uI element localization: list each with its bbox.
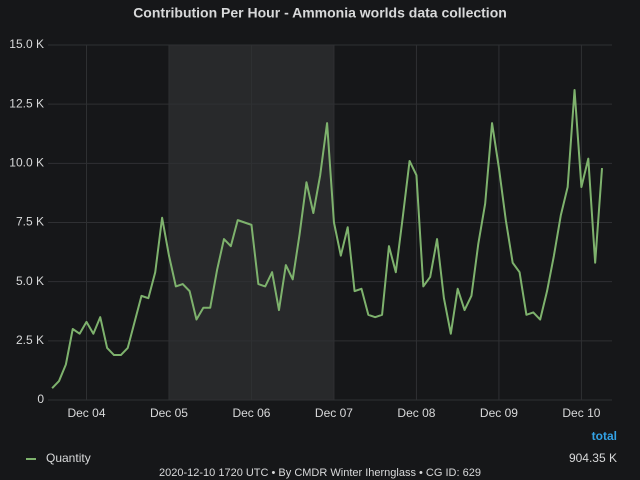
x-tick-label: Dec 07	[315, 406, 353, 420]
x-tick-label: Dec 04	[67, 406, 105, 420]
footer: 2020-12-10 1720 UTC • By CMDR Winter Ihe…	[159, 467, 481, 479]
y-tick-label: 7.5 K	[16, 215, 44, 229]
y-tick-label: 0	[37, 392, 44, 406]
x-tick-label: Dec 08	[397, 406, 435, 420]
x-tick-label: Dec 10	[562, 406, 600, 420]
legend-label: Quantity	[46, 451, 91, 465]
data-line	[51, 88, 604, 389]
chart-title: Contribution Per Hour - Ammonia worlds d…	[133, 5, 507, 21]
y-tick-label: 12.5 K	[9, 96, 44, 110]
x-tick-label: Dec 05	[150, 406, 188, 420]
y-tick-label: 2.5 K	[16, 333, 44, 347]
legend-total-header: total	[592, 429, 617, 443]
y-tick-label: 10.0 K	[9, 156, 44, 170]
legend-total-value: 904.35 K	[569, 451, 617, 465]
x-tick-label: Dec 06	[232, 406, 270, 420]
x-tick-label: Dec 09	[480, 406, 518, 420]
y-tick-label: 5.0 K	[16, 274, 44, 288]
y-tick-label: 15.0 K	[9, 37, 44, 51]
